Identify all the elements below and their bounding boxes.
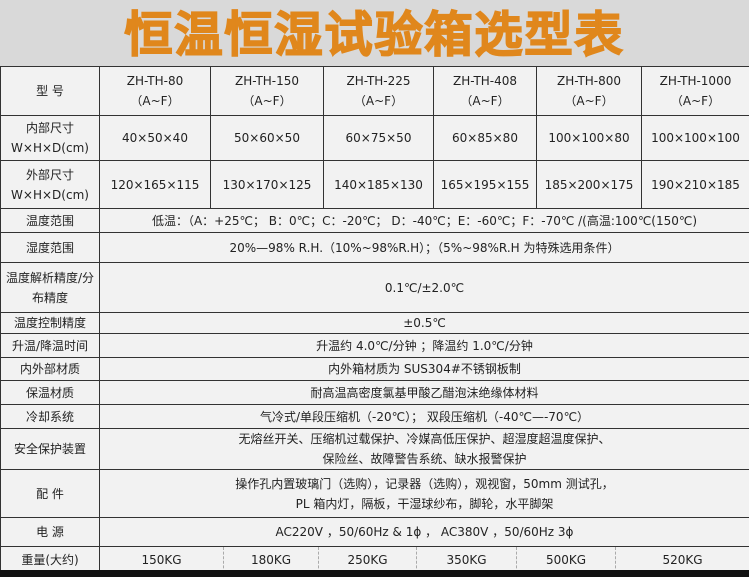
model-cell: ZH-TH-800 （A~F） [536,66,642,116]
value-cell: 130×170×125 [210,160,324,209]
model-sub: （A~F） [670,94,721,108]
row-label: 冷却系统 [0,404,100,429]
label-line: 外部尺寸 [25,167,74,182]
value-cell: 100×100×100 [641,115,749,161]
value-line: 保险丝、故障警告系统、缺水报警保护 [322,452,527,466]
model-name: ZH-TH-408 [452,74,518,88]
value-cell: 100×100×80 [536,115,642,161]
outer-size-row: 外部尺寸 W×H×D(cm) 120×165×115 130×170×125 14… [0,160,749,209]
value-cell: 40×50×40 [99,115,211,161]
value-cell: 升温约 4.0℃/分钟 ；降温约 1.0℃/分钟 [99,333,749,358]
weight-cell: 250KG [319,547,417,573]
spec-row: 湿度范围 20%—98% R.H.（10%~98%R.H）；（5%~98%R.H … [0,232,749,263]
row-label: 电 源 [0,517,100,547]
value-cell: 气冷式/单段压缩机（-20℃）； 双段压缩机（-40℃—-70℃） [99,404,749,429]
value-cell: 0.1℃/±2.0℃ [99,262,749,313]
weight-values: 150KG 180KG 250KG 350KG 500KG 520KG [99,546,749,574]
row-label: 配 件 [0,469,100,518]
spec-row: 升温/降温时间 升温约 4.0℃/分钟 ；降温约 1.0℃/分钟 [0,333,749,358]
value-line: 无熔丝开关、压缩机过载保护、冷媒高低压保护、超湿度超温度保护、 [238,432,611,446]
row-label: 温度解析精度/分布精度 [0,262,100,313]
model-row: 型 号 ZH-TH-80 （A~F） ZH-TH-150 （A~F） ZH-TH-2… [0,66,749,116]
weight-row: 重量(大约) 150KG 180KG 250KG 350KG 500KG 520… [0,546,749,574]
value-cell: 操作孔内置玻璃门（选购），记录器（选购），观视窗，50mm 测试孔， PL 箱内灯… [99,469,749,518]
safety-row: 安全保护装置 无熔丝开关、压缩机过载保护、冷媒高低压保护、超湿度超温度保护、 保险丝… [0,428,749,470]
weight-cell: 500KG [517,547,616,573]
row-label: 内外部材质 [0,357,100,381]
row-label: 型 号 [0,66,100,116]
model-name: ZH-TH-800 [556,74,622,88]
weight-cell: 350KG [417,547,517,573]
model-sub: （A~F） [130,94,180,108]
page-title: 恒温恒湿试验箱选型表 [124,6,625,64]
value-cell: 低温：（A：+25℃； B：0℃；C：-20℃； D：-40℃；E：-60℃；F… [99,208,749,233]
inner-size-row: 内部尺寸 W×H×D(cm) 40×50×40 50×60×50 60×75×50… [0,115,749,161]
row-label: 温度控制精度 [0,312,100,334]
value-cell: 120×165×115 [99,160,211,209]
value-cell: 内外箱材质为 SUS304#不锈钢板制 [99,357,749,381]
value-line: PL 箱内灯，隔板，干湿球纱布，脚轮，水平脚架 [295,496,554,511]
model-name: ZH-TH-150 [234,74,300,88]
spec-row: 内外部材质 内外箱材质为 SUS304#不锈钢板制 [0,357,749,381]
value-cell: 140×185×130 [323,160,434,209]
model-cell: ZH-TH-80 （A~F） [99,66,211,116]
weight-cell: 150KG [100,547,224,573]
spec-row: 温度范围 低温：（A：+25℃； B：0℃；C：-20℃； D：-40℃；E：-6… [0,208,749,233]
value-cell: ±0.5℃ [99,312,749,334]
model-cell: ZH-TH-150 （A~F） [210,66,324,116]
row-label: 内部尺寸 W×H×D(cm) [0,115,100,161]
model-cell: ZH-TH-408 （A~F） [433,66,537,116]
row-label: 湿度范围 [0,232,100,263]
row-label: 外部尺寸 W×H×D(cm) [0,160,100,209]
value-cell: 185×200×175 [536,160,642,209]
model-cell: ZH-TH-225 （A~F） [323,66,434,116]
parts-row: 配 件 操作孔内置玻璃门（选购），记录器（选购），观视窗，50mm 测试孔， PL … [0,469,749,518]
row-label: 升温/降温时间 [0,333,100,358]
spec-table: 型 号 ZH-TH-80 （A~F） ZH-TH-150 （A~F） ZH-TH-2… [0,66,749,574]
weight-cell: 180KG [224,547,319,573]
spec-row: 冷却系统 气冷式/单段压缩机（-20℃）； 双段压缩机（-40℃—-70℃） [0,404,749,429]
value-cell: 60×85×80 [433,115,537,161]
value-cell: 耐高温高密度氯基甲酸乙醋泡沫绝缘体材料 [99,380,749,405]
model-sub: （A~F） [460,94,510,108]
value-cell: 190×210×185 [641,160,749,209]
model-name: ZH-TH-225 [346,74,411,88]
model-sub: （A~F） [242,94,292,108]
spec-row: 温度控制精度 ±0.5℃ [0,312,749,334]
row-label: 安全保护装置 [0,428,100,470]
value-cell: 无熔丝开关、压缩机过载保护、冷媒高低压保护、超湿度超温度保护、 保险丝、故障警告系… [99,428,749,470]
value-cell: 165×195×155 [433,160,537,209]
value-cell: 60×75×50 [323,115,434,161]
value-line: 操作孔内置玻璃门（选购），记录器（选购），观视窗，50mm 测试孔， [235,476,614,491]
spec-row: 温度解析精度/分布精度 0.1℃/±2.0℃ [0,262,749,313]
label-line: W×H×D(cm) [11,187,89,202]
value-cell: AC220V ，50/60Hz & 1ϕ ， AC380V ，50/60Hz 3… [99,517,749,547]
model-name: ZH-TH-1000 [659,74,732,88]
model-sub: （A~F） [564,94,614,108]
value-cell: 50×60×50 [210,115,324,161]
row-label: 重量(大约) [0,546,100,574]
spec-row: 保温材质 耐高温高密度氯基甲酸乙醋泡沫绝缘体材料 [0,380,749,405]
bottom-bar [0,570,749,577]
row-label: 温度范围 [0,208,100,233]
value-cell: 20%—98% R.H.（10%~98%R.H）；（5%~98%R.H 为特殊选… [99,232,749,263]
model-cell: ZH-TH-1000 （A~F） [641,66,749,116]
model-sub: （A~F） [353,94,404,108]
label-line: 内部尺寸 [25,121,74,135]
weight-cell: 520KG [662,553,703,567]
model-name: ZH-TH-80 [126,74,184,88]
power-row: 电 源 AC220V ，50/60Hz & 1ϕ ， AC380V ，50/60H… [0,517,749,547]
label-line: W×H×D(cm) [11,141,89,155]
row-label: 保温材质 [0,380,100,405]
